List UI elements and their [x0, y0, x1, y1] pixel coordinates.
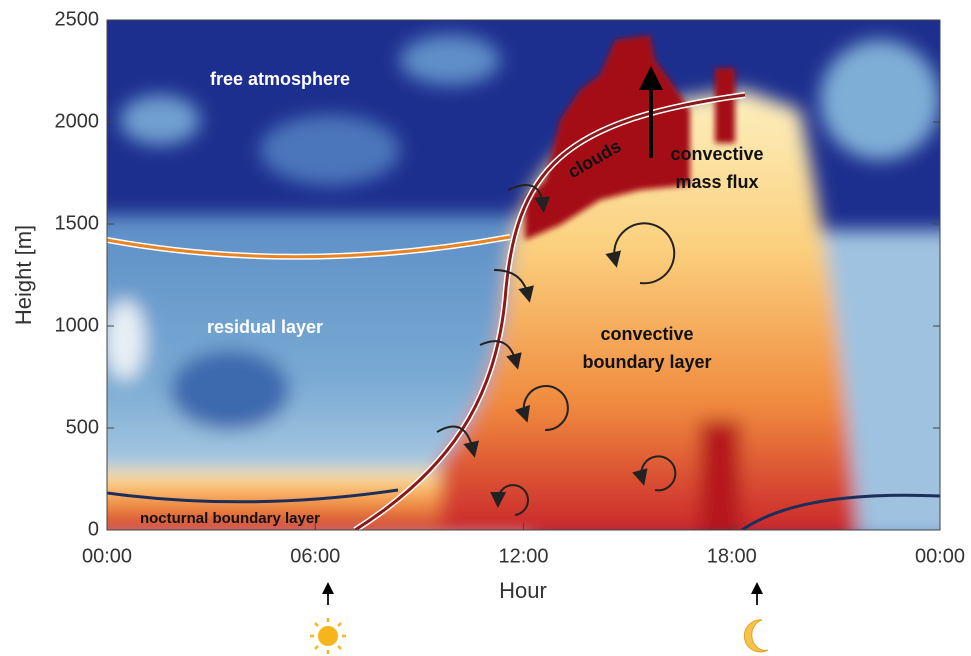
- x-tick-label: 06:00: [290, 545, 340, 567]
- y-tick-label: 500: [66, 416, 99, 438]
- x-tick-label: 18:00: [707, 545, 757, 567]
- x-tick-label: 12:00: [498, 545, 548, 567]
- x-axis-label: Hour: [499, 578, 547, 603]
- annotation: nocturnal boundary layer: [140, 510, 320, 527]
- annotation: free atmosphere: [210, 69, 350, 89]
- y-tick-label: 1000: [55, 314, 100, 336]
- x-tick-label: 00:00: [915, 545, 965, 567]
- annotation: convective: [600, 324, 693, 344]
- annotation: residual layer: [207, 317, 323, 337]
- y-tick-label: 1500: [55, 212, 100, 234]
- heatmap: [107, 20, 940, 530]
- y-tick-label: 0: [88, 518, 99, 540]
- y-tick-label: 2500: [55, 8, 100, 30]
- annotation: convective: [670, 144, 763, 164]
- x-tick-label: 00:00: [82, 545, 132, 567]
- y-tick-label: 2000: [55, 110, 100, 132]
- annotation: boundary layer: [582, 352, 711, 372]
- y-axis-label: Height [m]: [11, 225, 36, 325]
- sunrise-icon: [310, 582, 346, 654]
- sunset-icon: [743, 582, 769, 653]
- annotation: mass flux: [675, 172, 758, 192]
